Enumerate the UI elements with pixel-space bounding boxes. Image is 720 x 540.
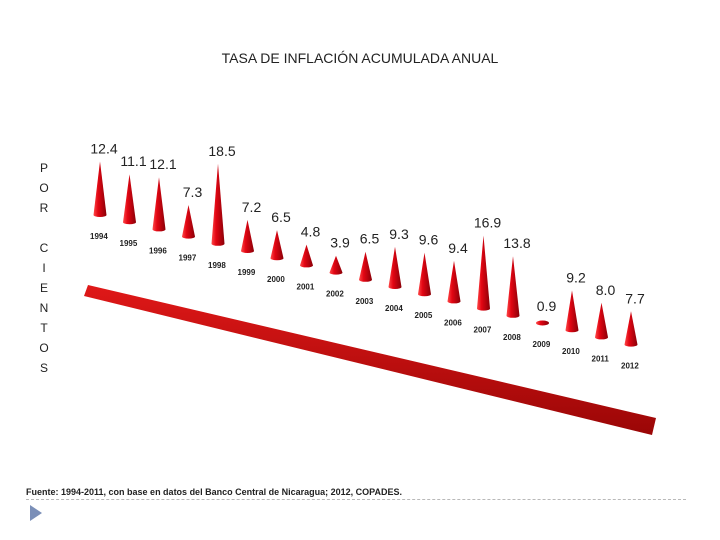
- cone-2009: [536, 320, 549, 326]
- value-label: 9.4: [448, 240, 468, 256]
- year-label: 2000: [267, 275, 285, 284]
- year-label: 1997: [179, 254, 197, 263]
- source-note: Fuente: 1994-2011, con base en datos del…: [26, 487, 402, 497]
- y-axis-letter: N: [39, 301, 49, 315]
- cone-1998: [211, 163, 225, 246]
- cone-2001: [300, 244, 313, 268]
- cone-2004: [388, 246, 402, 289]
- year-label: 2003: [356, 297, 374, 306]
- year-label: 2005: [415, 311, 433, 320]
- value-label: 11.1: [120, 153, 146, 169]
- year-label: 2001: [297, 282, 315, 291]
- value-label: 12.1: [149, 156, 176, 172]
- y-axis-letter: O: [39, 181, 49, 195]
- slide-arrow-icon[interactable]: [30, 505, 42, 521]
- value-label: 12.4: [90, 140, 117, 156]
- value-label: 4.8: [301, 224, 321, 240]
- cone-2005: [418, 252, 431, 297]
- cone-1997: [182, 205, 195, 239]
- value-label: 6.5: [360, 231, 380, 247]
- footer-divider: [26, 499, 686, 500]
- year-label: 1996: [149, 246, 167, 255]
- cone-2000: [270, 230, 284, 261]
- cone-2010: [565, 290, 579, 333]
- cone-2006: [447, 260, 461, 304]
- chart-base-floor: [84, 285, 656, 435]
- year-label: 1999: [238, 268, 256, 277]
- value-label: 0.9: [537, 298, 557, 314]
- chart-title: TASA DE INFLACIÓN ACUMULADA ANUAL: [221, 50, 499, 66]
- year-label: 2009: [533, 340, 551, 349]
- year-label: 2008: [503, 333, 521, 342]
- cone-2008: [506, 256, 520, 318]
- cone-2011: [595, 302, 608, 340]
- year-label: 1998: [208, 261, 226, 270]
- year-label: 2007: [474, 326, 492, 335]
- cone-1995: [123, 174, 136, 225]
- cone-1996: [152, 177, 166, 232]
- value-label: 9.3: [389, 226, 409, 242]
- year-label: 2011: [592, 354, 610, 363]
- value-label: 13.8: [503, 235, 530, 251]
- value-label: 16.9: [474, 215, 501, 231]
- cone-2012: [624, 311, 638, 347]
- year-label: 2012: [621, 362, 639, 371]
- cone-2003: [359, 251, 372, 282]
- value-label: 7.7: [625, 290, 645, 306]
- y-axis-letter: C: [39, 241, 49, 255]
- cone-1999: [241, 219, 254, 253]
- y-axis-letter: S: [39, 361, 48, 375]
- cone-2007: [477, 235, 491, 311]
- value-label: 3.9: [330, 235, 350, 251]
- cone-1994: [93, 161, 107, 217]
- year-label: 2004: [385, 304, 403, 313]
- value-label: 6.5: [271, 209, 291, 225]
- year-label: 2010: [562, 347, 580, 356]
- y-axis-letter: R: [39, 201, 49, 215]
- year-label: 1994: [90, 232, 108, 241]
- value-label: 9.2: [566, 269, 586, 285]
- y-axis-letter: P: [39, 161, 48, 175]
- value-label: 18.5: [208, 143, 235, 159]
- value-label: 9.6: [419, 232, 439, 248]
- value-label: 7.3: [183, 184, 203, 200]
- year-label: 1995: [120, 239, 138, 248]
- y-axis-letter: O: [39, 341, 49, 355]
- y-axis-letter: I: [42, 261, 46, 275]
- year-label: 2006: [444, 318, 462, 327]
- y-axis-letter: E: [39, 281, 48, 295]
- year-label: 2002: [326, 290, 344, 299]
- cone-2002: [329, 255, 343, 275]
- value-label: 8.0: [596, 282, 616, 298]
- value-label: 7.2: [242, 199, 262, 215]
- y-axis-letter: T: [40, 321, 48, 335]
